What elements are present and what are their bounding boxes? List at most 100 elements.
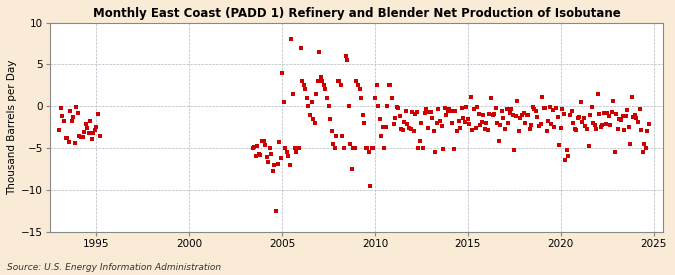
Point [68,115,79,119]
Point [478,113,489,118]
Point [351,79,362,83]
Point [616,118,626,123]
Point [329,146,340,150]
Point [526,122,537,127]
Point [269,163,280,167]
Point [514,129,524,133]
Point [625,142,636,146]
Point [560,158,571,162]
Point [630,113,641,117]
Point [537,94,547,99]
Point [485,96,496,100]
Point [360,146,371,150]
Point [562,148,572,153]
Point [547,108,558,112]
Point [85,119,96,123]
Point [302,96,313,100]
Point [583,144,594,148]
Point [88,131,99,135]
Point [578,116,589,120]
Point [313,79,323,83]
Point [393,106,404,110]
Point [357,112,368,117]
Point [370,96,381,100]
Point [524,127,535,131]
Point [315,75,326,79]
Point [61,136,72,140]
Point [421,107,431,111]
Point [82,125,92,130]
Point [515,116,526,120]
Point [504,111,515,115]
Point [66,119,77,123]
Point [408,129,419,133]
Point [534,124,545,129]
Point [551,106,562,110]
Point [294,146,304,150]
Point [314,50,325,54]
Point [379,146,389,150]
Point [632,119,643,124]
Point [250,153,261,158]
Point [516,113,527,117]
Point [77,135,88,139]
Point [317,79,328,83]
Point [506,107,516,111]
Point [60,136,71,140]
Point [261,155,272,160]
Point [477,120,487,124]
Point [358,121,369,125]
Point [495,123,506,127]
Point [582,127,593,131]
Point [467,128,478,132]
Point [247,146,258,150]
Point [566,109,577,114]
Point [441,113,452,118]
Point [54,128,65,132]
Point [321,96,332,100]
Point [400,108,411,113]
Point [444,107,455,111]
Point [473,112,484,117]
Point [303,104,314,108]
Point [382,104,393,108]
Point [365,184,376,188]
Point [470,125,481,130]
Point [394,114,405,119]
Point [518,111,529,116]
Point [254,152,265,156]
Point [280,146,291,150]
Point [283,154,294,159]
Point [288,92,298,96]
Point [501,106,512,111]
Point [606,110,617,114]
Point [605,123,616,127]
Point [483,128,493,133]
Point [281,150,292,155]
Point [529,107,540,111]
Point [569,127,580,131]
Point [354,87,365,92]
Point [521,113,532,117]
Point [520,121,531,125]
Point [76,135,86,139]
Point [389,116,400,120]
Point [413,145,424,150]
Point [292,146,303,150]
Point [363,150,374,155]
Point [628,115,639,119]
Point [459,120,470,124]
Point [306,100,317,104]
Point [608,99,619,103]
Point [404,126,414,130]
Point [410,111,421,116]
Point [623,125,634,130]
Point [453,119,464,123]
Point [376,133,387,138]
Point [90,128,101,132]
Point [620,114,631,118]
Point [300,87,310,92]
Point [448,147,459,152]
Point [291,150,302,155]
Y-axis label: Thousand Barrels per Day: Thousand Barrels per Day [7,59,17,195]
